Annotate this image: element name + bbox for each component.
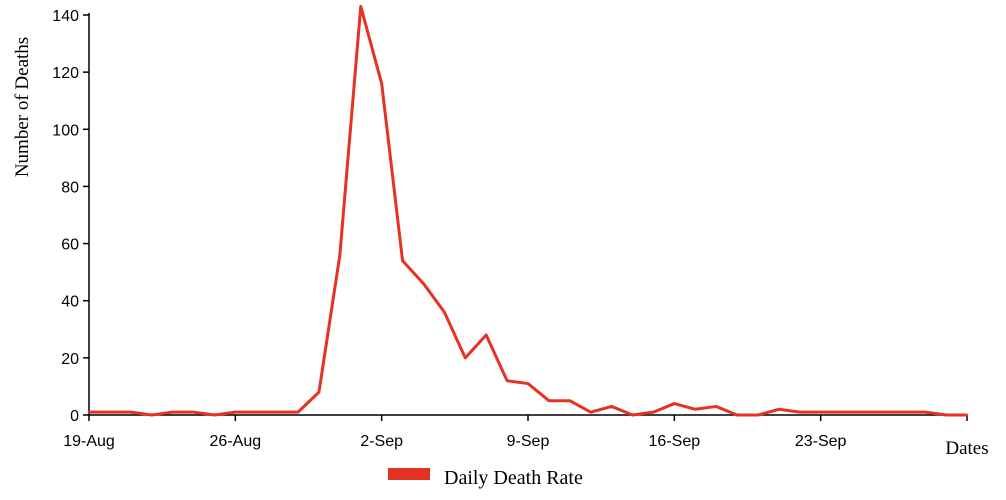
data-point <box>108 410 112 414</box>
y-tick-label: 0 <box>70 408 79 425</box>
y-tick-label: 40 <box>61 294 79 311</box>
y-axis-title: Number of Deaths <box>12 37 33 177</box>
x-tick-label: 2-Sep <box>360 433 403 450</box>
x-axis-title: Dates <box>945 438 988 459</box>
data-point <box>547 399 551 402</box>
data-point <box>464 356 467 360</box>
data-point <box>965 413 969 417</box>
data-point <box>652 410 655 414</box>
y-tick-label: 140 <box>52 8 79 25</box>
data-point <box>87 410 91 414</box>
y-axis: 0 20 40 60 80 100 120 140 <box>52 8 90 425</box>
x-tick-label: 9-Sep <box>507 433 550 450</box>
series-layer <box>87 4 969 417</box>
data-point <box>150 413 153 417</box>
data-point <box>234 410 237 414</box>
x-tick-label: 26-Aug <box>210 433 262 450</box>
data-point <box>317 390 321 394</box>
y-tick-label: 100 <box>52 122 79 139</box>
legend-swatch <box>388 468 430 480</box>
data-point <box>275 410 279 414</box>
y-tick-label: 80 <box>61 179 79 196</box>
data-point <box>610 405 613 408</box>
data-point <box>255 410 258 414</box>
data-point <box>903 410 906 414</box>
data-point <box>861 410 864 414</box>
series-line-daily-death-rate <box>89 4 967 417</box>
x-axis: 19-Aug 26-Aug 2-Sep 9-Sep 16-Sep 23-Sep <box>63 414 968 450</box>
data-point <box>401 259 404 262</box>
data-point <box>380 82 383 85</box>
y-tick-label: 60 <box>61 237 79 254</box>
data-point <box>882 410 885 414</box>
data-point <box>213 413 216 417</box>
data-point <box>631 413 634 417</box>
data-point <box>923 410 927 414</box>
y-tick-label: 20 <box>61 351 79 368</box>
data-point <box>568 399 572 402</box>
data-point <box>756 413 760 417</box>
data-point <box>192 410 195 414</box>
data-point <box>673 402 676 405</box>
data-point <box>129 410 133 414</box>
data-point <box>840 410 843 414</box>
legend: Daily Death Rate <box>388 467 583 489</box>
data-point <box>777 408 781 411</box>
x-tick-label: 23-Sep <box>795 433 847 450</box>
legend-label: Daily Death Rate <box>444 467 583 489</box>
data-point <box>484 333 488 337</box>
data-point <box>422 282 425 285</box>
data-point <box>714 405 718 408</box>
data-point <box>338 253 342 257</box>
y-tick-label: 120 <box>52 65 79 82</box>
data-point <box>694 408 697 411</box>
data-point <box>819 410 822 414</box>
data-point <box>735 413 739 417</box>
data-point <box>798 410 801 414</box>
data-point <box>589 410 592 414</box>
data-point <box>296 410 300 414</box>
x-tick-label: 19-Aug <box>63 433 115 450</box>
data-point <box>359 5 362 8</box>
data-point <box>171 410 174 414</box>
data-point <box>443 310 446 314</box>
x-tick-label: 16-Sep <box>649 433 701 450</box>
data-point <box>944 413 948 417</box>
data-point <box>505 379 509 382</box>
data-point <box>526 382 530 385</box>
